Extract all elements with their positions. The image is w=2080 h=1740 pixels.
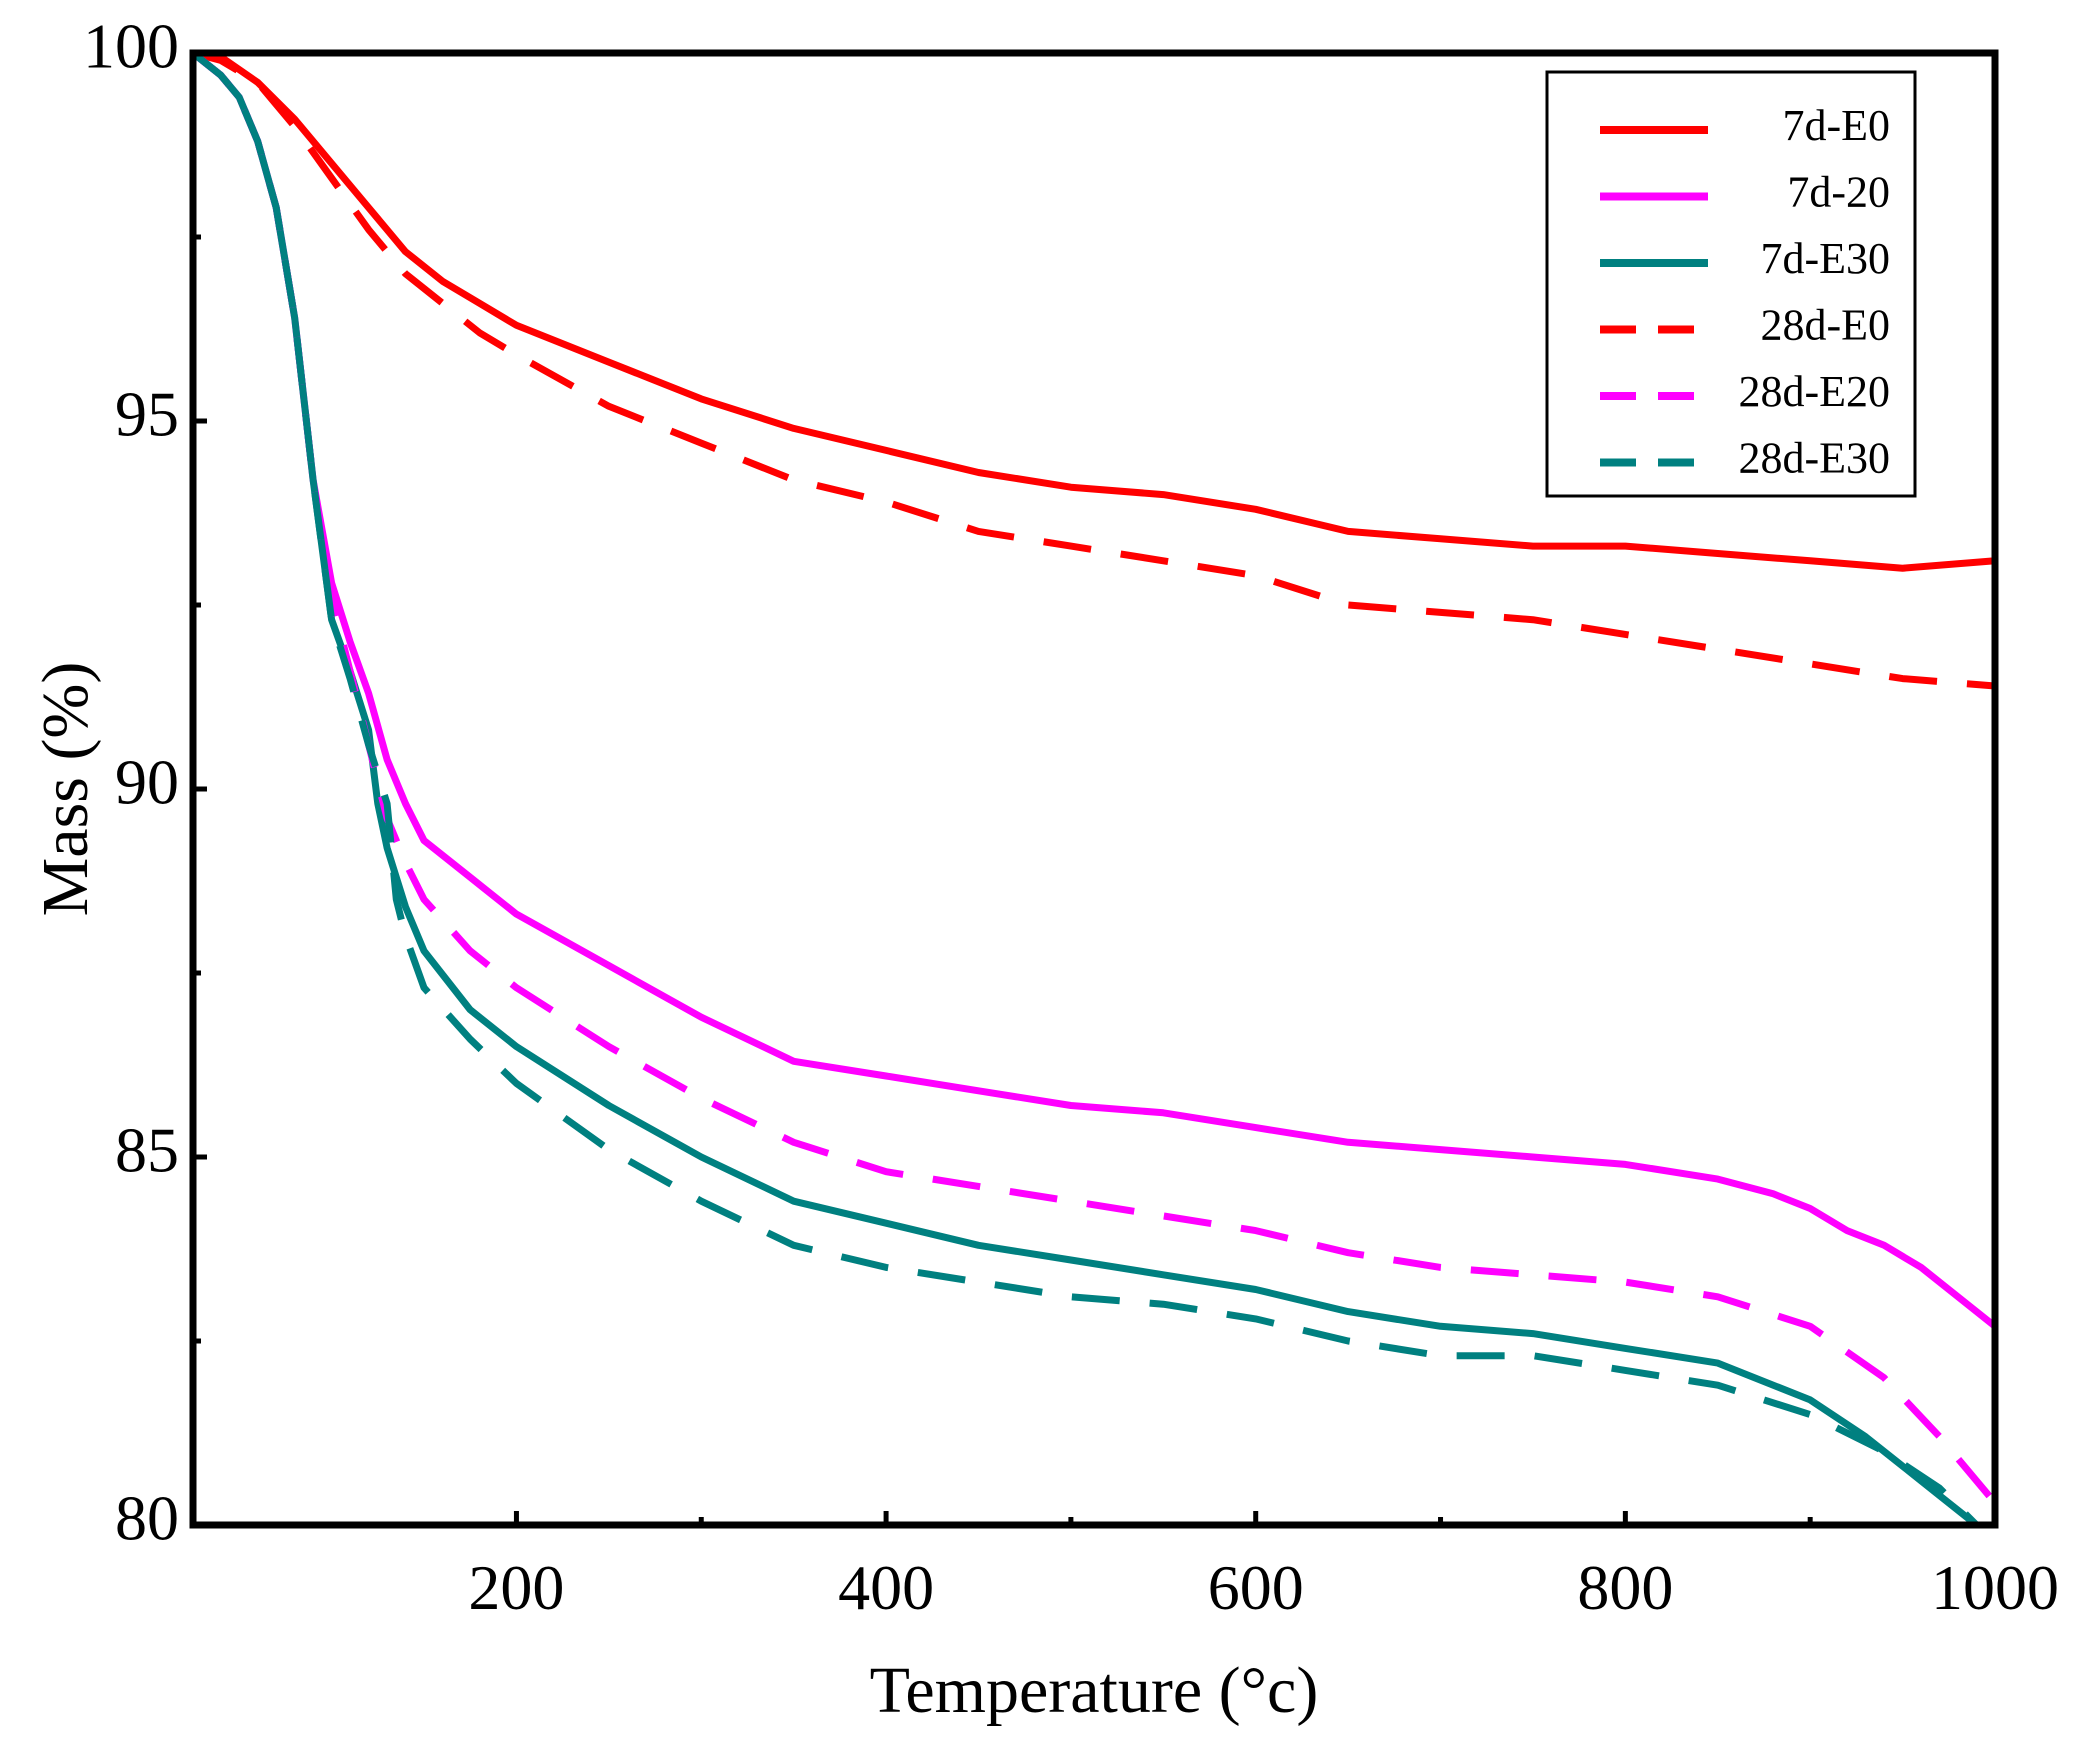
series-line-28d-e30	[190, 50, 1979, 1528]
y-tick-label: 95	[115, 379, 179, 450]
legend-label-28d-e20: 28d-E20	[1738, 367, 1890, 416]
legend-box	[1545, 70, 1917, 498]
x-tick-label: 800	[1577, 1552, 1673, 1623]
y-tick-label: 80	[115, 1483, 179, 1554]
tick-layer: 200 400 600 800 1000 80 85 90 95 100	[83, 11, 2059, 1623]
series-line-7d-e0	[192, 49, 1996, 572]
legend-label-7d-e30: 7d-E30	[1760, 234, 1890, 283]
series-layer	[190, 49, 1998, 1528]
y-tick-label: 100	[83, 11, 179, 82]
legend-label-28d-e0: 28d-E0	[1760, 301, 1890, 350]
series-line-7d-e30	[190, 50, 1979, 1528]
legend: 7d-E0 7d-20 7d-E30 28d-E0 28d-E20 28d-E30	[1545, 70, 1917, 498]
legend-label-7d-e0: 7d-E0	[1782, 101, 1890, 150]
series-line-28d-e0	[192, 49, 1996, 690]
x-axis-title: Temperature (°c)	[870, 1654, 1319, 1727]
x-tick-label: 1000	[1931, 1552, 2059, 1623]
legend-label-7d-20: 7d-20	[1787, 168, 1890, 217]
x-tick-label: 400	[838, 1552, 934, 1623]
legend-label-28d-e30: 28d-E30	[1738, 434, 1890, 483]
y-tick-label: 90	[115, 747, 179, 818]
y-tick-label: 85	[115, 1115, 179, 1186]
x-tick-label: 200	[468, 1552, 564, 1623]
y-axis-title: Mass (%)	[29, 662, 102, 917]
x-tick-label: 600	[1208, 1552, 1304, 1623]
